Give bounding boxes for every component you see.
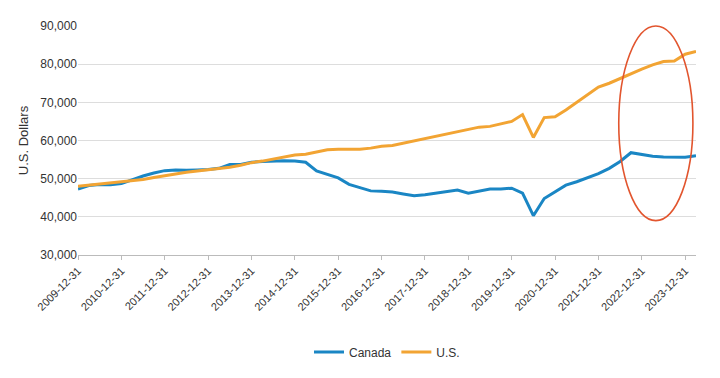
svg-text:2022-12-31: 2022-12-31: [599, 265, 647, 313]
svg-text:2021-12-31: 2021-12-31: [555, 265, 603, 313]
svg-text:2018-12-31: 2018-12-31: [425, 265, 473, 313]
svg-text:60,000: 60,000: [40, 134, 77, 148]
svg-text:30,000: 30,000: [40, 248, 77, 262]
svg-text:2017-12-31: 2017-12-31: [382, 265, 430, 313]
svg-text:2013-12-31: 2013-12-31: [208, 265, 256, 313]
svg-text:70,000: 70,000: [40, 96, 77, 110]
svg-text:2015-12-31: 2015-12-31: [295, 265, 343, 313]
svg-text:U.S. Dollars: U.S. Dollars: [16, 105, 31, 175]
svg-text:2012-12-31: 2012-12-31: [165, 265, 213, 313]
svg-text:2009-12-31: 2009-12-31: [35, 265, 83, 313]
svg-text:2010-12-31: 2010-12-31: [78, 265, 126, 313]
svg-text:80,000: 80,000: [40, 57, 77, 71]
svg-text:40,000: 40,000: [40, 210, 77, 224]
svg-text:U.S.: U.S.: [436, 346, 459, 360]
svg-text:2011-12-31: 2011-12-31: [122, 265, 170, 313]
svg-text:2023-12-31: 2023-12-31: [642, 265, 690, 313]
svg-text:2019-12-31: 2019-12-31: [469, 265, 517, 313]
svg-text:2020-12-31: 2020-12-31: [512, 265, 560, 313]
svg-text:50,000: 50,000: [40, 172, 77, 186]
svg-text:2014-12-31: 2014-12-31: [252, 265, 300, 313]
svg-text:Canada: Canada: [349, 346, 391, 360]
svg-text:2016-12-31: 2016-12-31: [339, 265, 387, 313]
svg-text:90,000: 90,000: [40, 19, 77, 33]
